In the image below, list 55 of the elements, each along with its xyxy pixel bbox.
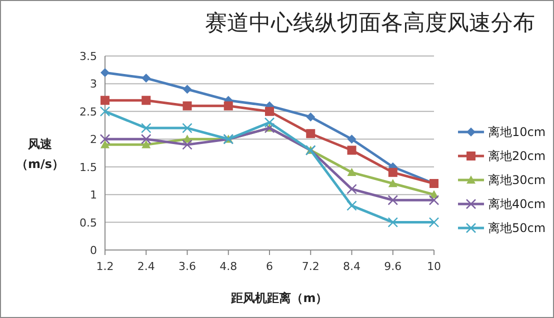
point xyxy=(100,68,110,78)
x-axis-title: 距风机距离（m） xyxy=(230,291,328,305)
point xyxy=(428,194,440,206)
point xyxy=(347,146,356,155)
chart-title: 赛道中心线纵切面各高度风速分布 xyxy=(205,11,535,36)
x-tick-label: 9.6 xyxy=(384,260,402,273)
point xyxy=(140,134,152,144)
y-tick-label: 1 xyxy=(90,188,97,202)
point xyxy=(182,122,192,134)
point xyxy=(346,184,357,194)
point xyxy=(100,106,110,117)
point xyxy=(306,129,316,138)
point xyxy=(182,101,192,110)
y-tick-label: 2 xyxy=(90,133,97,146)
y-tick-label: 0.5 xyxy=(80,216,97,230)
point xyxy=(388,217,398,228)
point xyxy=(265,106,274,116)
point xyxy=(264,117,275,128)
point xyxy=(224,101,233,110)
y-axis-title: 风速（m/s） xyxy=(14,136,66,173)
y-tick-label: 1.5 xyxy=(80,160,97,174)
point xyxy=(100,96,110,105)
legend-label: 离地20cm xyxy=(488,149,546,163)
point xyxy=(140,122,152,134)
point xyxy=(347,134,356,144)
x-tick-label: 6 xyxy=(266,260,273,273)
point xyxy=(182,84,192,94)
x-tick-label: 7.2 xyxy=(302,260,320,273)
x-tick-label: 10 xyxy=(427,260,441,273)
point xyxy=(100,140,110,148)
point xyxy=(182,140,192,150)
x-tick-label: 4.8 xyxy=(220,260,238,273)
point xyxy=(428,217,440,228)
point xyxy=(388,194,398,206)
point xyxy=(346,200,357,211)
y-tick-label: 0 xyxy=(90,244,97,257)
legend-label: 离地30cm xyxy=(488,173,546,187)
y-tick-label: 2.5 xyxy=(80,105,97,118)
point xyxy=(388,178,398,188)
x-tick-label: 3.6 xyxy=(178,260,196,273)
point xyxy=(347,168,356,176)
legend-label: 离地40cm xyxy=(488,197,546,211)
point xyxy=(142,96,151,105)
point xyxy=(388,168,398,177)
point xyxy=(306,112,316,122)
legend-label: 离地10cm xyxy=(488,125,546,139)
x-tick-label: 1.2 xyxy=(96,260,114,273)
point xyxy=(100,134,110,144)
x-tick-label: 8.4 xyxy=(343,260,360,273)
y-tick-label: 3.5 xyxy=(80,50,97,63)
legend-label: 离地50cm xyxy=(488,221,546,235)
point xyxy=(142,140,151,148)
x-tick-label: 2.4 xyxy=(137,260,155,273)
y-tick-label: 3 xyxy=(90,78,97,91)
point xyxy=(142,74,151,83)
